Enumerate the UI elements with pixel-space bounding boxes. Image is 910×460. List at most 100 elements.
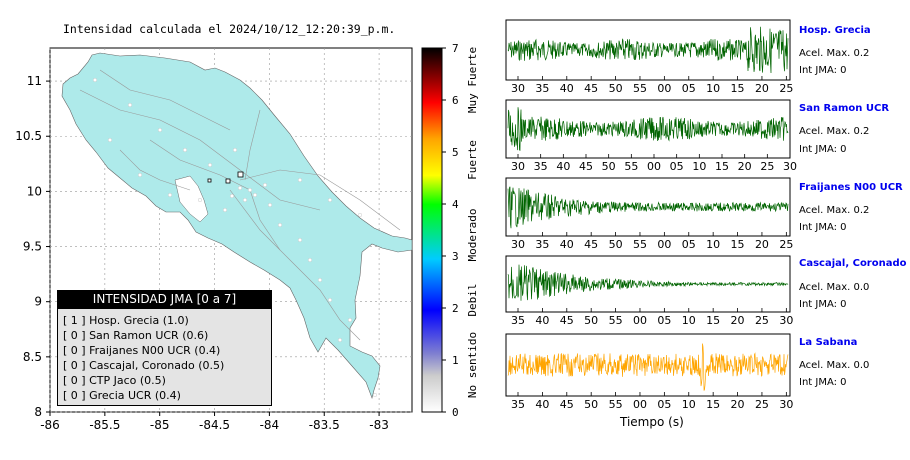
station-marker (207, 178, 212, 183)
x-tick-label: -86 (40, 418, 60, 432)
time-tick-label: 55 (633, 82, 647, 95)
colorbar-tick-label: 0 (452, 406, 459, 419)
waveform-frame (505, 177, 791, 237)
station-int: Int JMA: 0 (799, 377, 847, 388)
time-tick-label: 50 (602, 160, 616, 173)
time-tick-label: 35 (535, 238, 549, 251)
y-tick-label: 10.5 (15, 129, 42, 143)
station-name: La Sabana (799, 337, 858, 348)
time-tick-label: 35 (535, 82, 549, 95)
town-dot (348, 318, 353, 323)
station-int: Int JMA: 0 (799, 299, 847, 310)
time-tick-label: 10 (682, 314, 696, 327)
y-tick-label: 8 (34, 405, 42, 419)
station-marker (225, 178, 231, 184)
time-tick-label: 30 (511, 238, 525, 251)
x-tick-label: -84 (260, 418, 280, 432)
time-tick-label: 45 (579, 160, 593, 173)
time-tick-label: 50 (584, 398, 598, 411)
time-tick-label: 25 (779, 238, 793, 251)
legend-title: INTENSIDAD JMA [0 a 7] (57, 290, 272, 309)
y-tick-label: 9.5 (23, 240, 42, 254)
time-tick-label: 45 (560, 398, 574, 411)
town-dot (252, 192, 257, 197)
map-axes: -86 -85.5 -85 -84.5 -84 -83.5 -83 8 8.5 9 9.5 10 10.… (15, 74, 389, 432)
waveform-panel: 30 35 40 45 50 55 00 05 10 15 20 25 (505, 177, 793, 251)
time-tick-label: 40 (535, 398, 549, 411)
time-tick-label: 15 (706, 398, 720, 411)
waveform-trace (507, 343, 789, 391)
station-name: Cascajal, Coronado (799, 258, 907, 269)
time-tick-label: 40 (535, 314, 549, 327)
time-tick-label: 55 (624, 160, 638, 173)
legend-box: [ 1 ] Hosp. Grecia (1.0) [ 0 ] San Ramon… (57, 309, 272, 406)
station-name: Hosp. Grecia (799, 25, 871, 36)
time-tick-label: 45 (584, 238, 598, 251)
town-dot (167, 192, 172, 197)
time-tick-label: 20 (755, 238, 769, 251)
time-tick-label: 15 (731, 82, 745, 95)
time-tick-label: 20 (731, 398, 745, 411)
time-tick-label: 50 (609, 82, 623, 95)
waveform-frame (505, 99, 791, 159)
x-tick-label: -83 (369, 418, 389, 432)
colorbar-tick-label: 3 (452, 250, 459, 263)
town-dot (222, 207, 227, 212)
time-tick-label: 55 (633, 238, 647, 251)
time-tick-label: 05 (670, 160, 684, 173)
time-tick-label: 30 (783, 160, 797, 173)
town-dot (197, 197, 202, 202)
waveform-trace (507, 107, 789, 151)
colorbar-tick-label: 6 (452, 94, 459, 107)
time-tick-label: 15 (706, 314, 720, 327)
town-dot (107, 137, 112, 142)
colorbar-tick-label: 7 (452, 42, 459, 55)
town-dot (268, 202, 273, 207)
map-title: Intensidad calculada el 2024/10/12_12:20… (63, 22, 396, 36)
legend-row: [ 1 ] Hosp. Grecia (1.0) (63, 314, 189, 327)
time-tick-label: 05 (682, 82, 696, 95)
y-tick-label: 9 (34, 295, 42, 309)
town-dot (373, 393, 378, 398)
time-tick-label: 50 (609, 238, 623, 251)
time-tick-label: 00 (657, 238, 671, 251)
station-acel: Acel. Max. 0.2 (799, 126, 870, 137)
time-tick-label: 05 (657, 314, 671, 327)
time-tick-label: 30 (511, 160, 525, 173)
time-tick-label: 25 (755, 314, 769, 327)
town-dot (137, 172, 142, 177)
colorbar-category-label: Fuerte (466, 140, 479, 180)
town-dot (237, 185, 242, 190)
time-tick-label: 10 (706, 82, 720, 95)
time-tick-label: 10 (682, 398, 696, 411)
station-acel: Acel. Max. 0.0 (799, 360, 870, 371)
time-tick-label: 25 (760, 160, 774, 173)
time-tick-label: 10 (706, 238, 720, 251)
legend-row: [ 0 ] San Ramon UCR (0.6) (63, 329, 209, 342)
y-tick-label: 11 (27, 74, 42, 88)
station-marker (237, 171, 244, 178)
waveform-panels: 30 35 40 45 50 55 00 05 10 15 20 25 30 35 40 45 50 55 00 05… (505, 19, 797, 411)
colorbar-tick-label: 5 (452, 146, 459, 159)
time-tick-label: 05 (682, 238, 696, 251)
town-dot (278, 222, 283, 227)
town-dot (242, 197, 247, 202)
colorbar-category-label: Muy Fuerte (466, 47, 479, 113)
town-dot (207, 162, 212, 167)
station-int: Int JMA: 0 (799, 144, 847, 155)
time-tick-label: 20 (731, 314, 745, 327)
y-tick-label: 10 (27, 184, 42, 198)
time-tick-label: 20 (738, 160, 752, 173)
time-tick-label: 00 (647, 160, 661, 173)
town-dot (308, 258, 313, 263)
town-dot (298, 177, 303, 182)
colorbar-tick-label: 1 (452, 354, 459, 367)
waveform-panel: 35 40 45 50 55 00 05 10 15 20 25 30 (505, 255, 793, 327)
waveform-panel: 30 35 40 45 50 55 00 05 10 15 20 25 (505, 19, 793, 95)
legend-row: [ 0 ] Grecia UCR (0.4) (63, 389, 181, 402)
colorbar-category-label: Debil (466, 283, 479, 316)
time-tick-label: 40 (560, 82, 574, 95)
time-tick-label: 15 (731, 238, 745, 251)
time-tick-label: 55 (609, 398, 623, 411)
town-dot (328, 298, 333, 303)
